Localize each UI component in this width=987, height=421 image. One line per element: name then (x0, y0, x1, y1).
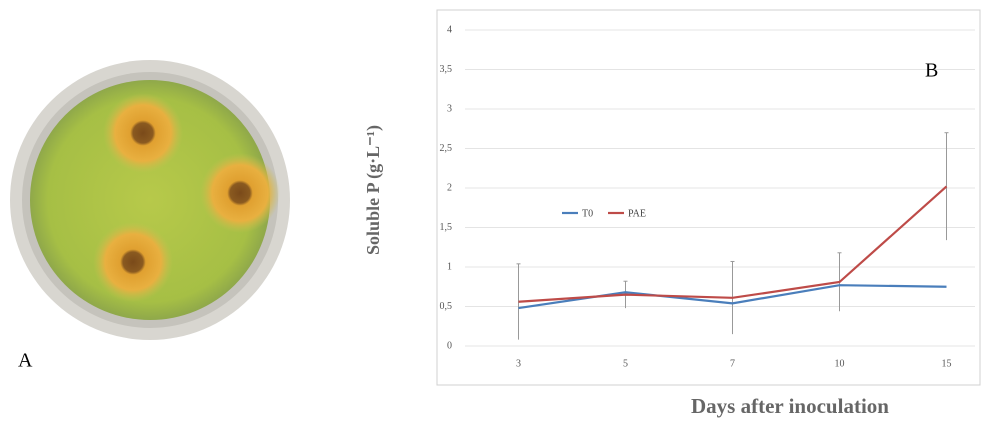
y-tick-label: 3,5 (440, 64, 453, 75)
x-tick-label: 7 (730, 358, 735, 369)
y-tick-label: 0,5 (440, 301, 453, 312)
y-tick-label: 2,5 (440, 143, 453, 154)
legend-label: T0 (582, 208, 593, 219)
x-tick-label: 5 (623, 358, 628, 369)
panel-label: B (925, 60, 938, 82)
y-axis-label: Soluble P (g·L⁻¹) (363, 125, 384, 255)
y-tick-label: 3 (447, 103, 452, 114)
y-tick-label: 0 (447, 340, 452, 351)
x-tick-label: 10 (835, 358, 845, 369)
petri-dish-photo (10, 60, 290, 340)
chart: 0 0,5 1 1,5 2 2,5 3 3,5 4 3 5 7 10 15 T0 PAE (440, 24, 976, 369)
legend-label: PAE (628, 208, 646, 219)
panel-label: A (18, 350, 33, 372)
y-tick-label: 4 (447, 24, 452, 35)
figure: A 0 0,5 1 1,5 2 2,5 3 3,5 4 3 5 7 10 15 T0 PAE B Solubl… (0, 0, 987, 421)
x-axis-label: Days after inoculation (691, 394, 889, 418)
y-tick-label: 2 (447, 182, 452, 193)
x-tick-label: 3 (516, 358, 521, 369)
x-tick-label: 15 (942, 358, 952, 369)
y-tick-label: 1,5 (440, 222, 453, 233)
y-tick-label: 1 (447, 261, 452, 272)
